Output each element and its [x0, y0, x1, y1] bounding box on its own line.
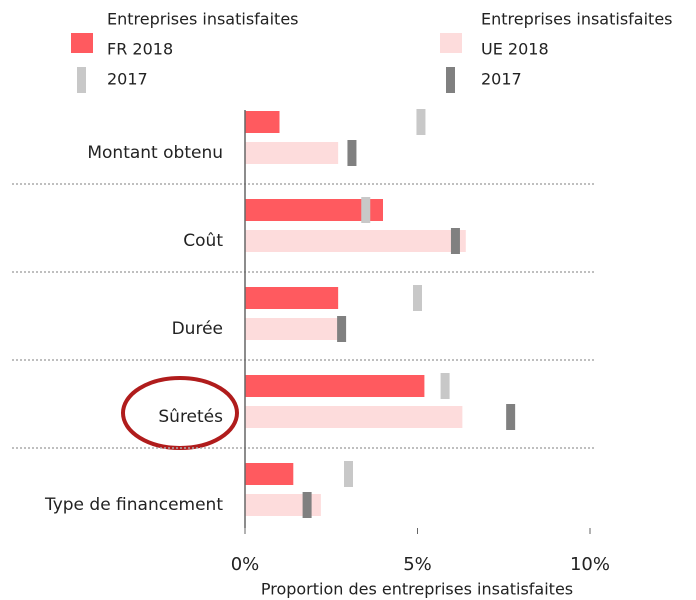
marker: [450, 228, 460, 254]
x-axis-label: Proportion des entreprises insatisfaites: [261, 580, 573, 599]
legend-label: 2017: [481, 70, 522, 89]
bar: [245, 287, 339, 309]
x-tick-label: 10%: [570, 554, 610, 575]
legend-swatch: [77, 67, 86, 93]
legend-title: Entreprises insatisfaites: [107, 10, 299, 29]
category-label: Durée: [172, 319, 223, 339]
bar: [245, 318, 346, 340]
bar: [245, 463, 294, 485]
bar: [245, 230, 466, 252]
x-tick-label: 5%: [403, 554, 432, 575]
bar: [245, 111, 280, 133]
category-label: Sûretés: [158, 407, 223, 427]
bar: [245, 199, 383, 221]
legend-label: 2017: [107, 70, 148, 89]
marker: [361, 197, 371, 223]
legend-swatch: [71, 33, 93, 53]
legend-title: Entreprises insatisfaites: [481, 10, 673, 29]
marker: [302, 492, 312, 518]
bar: [245, 142, 339, 164]
legend-swatch: [446, 67, 455, 93]
marker: [337, 316, 347, 342]
marker: [440, 373, 450, 399]
marker: [506, 404, 516, 430]
bar: [245, 406, 463, 428]
legend-label: FR 2018: [107, 40, 173, 59]
marker: [347, 140, 357, 166]
category-label: Coût: [183, 231, 223, 251]
bar: [245, 375, 425, 397]
category-label: Montant obtenu: [87, 143, 223, 163]
legend-label: UE 2018: [481, 40, 549, 59]
legend-swatch: [440, 33, 462, 53]
marker: [413, 285, 422, 311]
x-tick-label: 0%: [231, 554, 260, 575]
category-label: Type de financement: [44, 495, 223, 515]
bar: [245, 494, 321, 516]
marker: [344, 461, 353, 487]
marker: [416, 109, 426, 135]
